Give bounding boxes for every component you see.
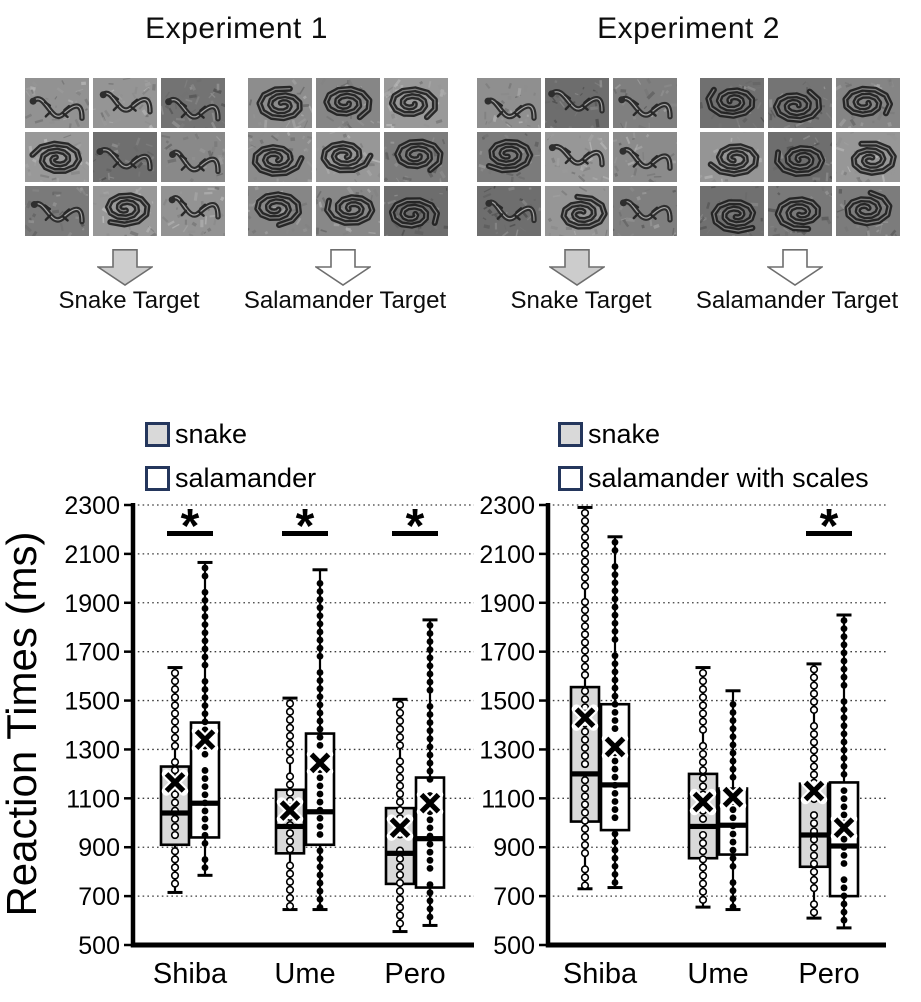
- stimulus-photo: [477, 132, 541, 182]
- stimulus-photo: [700, 186, 764, 236]
- legend-experiment-2: snake salamander with scales: [558, 419, 869, 509]
- salamander-target-arrow-icon: [313, 249, 373, 286]
- stimulus-photo: [613, 78, 677, 128]
- stimulus-grid-salamander-target: [700, 78, 900, 236]
- stimulus-photo: [613, 132, 677, 182]
- svg-text:Ume: Ume: [687, 958, 748, 990]
- stimulus-photo: [316, 186, 380, 236]
- svg-text:500: 500: [78, 932, 120, 960]
- stimulus-photo: [93, 186, 157, 236]
- stimulus-photo: [316, 132, 380, 182]
- salamander-swatch-icon: [145, 466, 170, 491]
- stimulus-photo: [248, 132, 312, 182]
- svg-text:1900: 1900: [479, 590, 535, 618]
- experiment-1-title: Experiment 1: [145, 12, 328, 45]
- stimulus-grid-snake-target: [477, 78, 677, 236]
- svg-text:*: *: [181, 500, 200, 553]
- salamander-target-arrow-icon: [765, 249, 825, 286]
- stimulus-photo: [93, 78, 157, 128]
- svg-text:1500: 1500: [479, 688, 535, 716]
- svg-text:Shiba: Shiba: [563, 958, 638, 990]
- svg-text:1700: 1700: [479, 639, 535, 667]
- legend-label: salamander with scales: [588, 463, 869, 493]
- stimulus-photo: [477, 78, 541, 128]
- stimulus-photo: [384, 132, 448, 182]
- stimulus-photo: [545, 78, 609, 128]
- stimulus-photo: [836, 186, 900, 236]
- stimulus-grid-snake-target: [25, 78, 225, 236]
- svg-text:1700: 1700: [64, 639, 120, 667]
- stimulus-photo: [768, 132, 832, 182]
- stimulus-photo: [700, 78, 764, 128]
- stimulus-photo: [477, 186, 541, 236]
- svg-text:Shiba: Shiba: [153, 958, 228, 990]
- legend-experiment-1: snake salamander: [145, 419, 317, 509]
- legend-item-salamander: salamander: [145, 463, 317, 493]
- stimulus-photo: [613, 186, 677, 236]
- stimulus-photo: [700, 132, 764, 182]
- stimulus-grid-salamander-target: [248, 78, 448, 236]
- legend-item-snake: snake: [145, 419, 316, 449]
- stimulus-photo: [768, 78, 832, 128]
- legend-item-snake: snake: [558, 419, 869, 449]
- stimulus-photo: [316, 78, 380, 128]
- stimulus-photo: [836, 78, 900, 128]
- svg-text:*: *: [820, 500, 839, 553]
- stimulus-photo: [384, 78, 448, 128]
- svg-text:2100: 2100: [64, 541, 120, 569]
- stimulus-photo: [93, 132, 157, 182]
- legend-label: snake: [175, 419, 248, 449]
- svg-text:1500: 1500: [64, 688, 120, 716]
- svg-text:900: 900: [493, 834, 535, 862]
- stimulus-photo: [248, 78, 312, 128]
- legend-label: snake: [588, 419, 661, 449]
- stimulus-photo: [836, 132, 900, 182]
- salamander-target-label: Salamander Target: [695, 287, 899, 314]
- stimulus-photo: [248, 186, 312, 236]
- stimulus-photo: [384, 186, 448, 236]
- stimulus-photo: [161, 132, 225, 182]
- salamander-target-label: Salamander Target: [243, 287, 447, 314]
- stimulus-photo: [545, 132, 609, 182]
- snake-target-arrow-icon: [547, 249, 607, 286]
- snake-swatch-icon: [145, 422, 170, 447]
- svg-text:2300: 2300: [64, 492, 120, 520]
- stimulus-photo: [545, 186, 609, 236]
- stimulus-photo: [161, 186, 225, 236]
- svg-text:1900: 1900: [64, 590, 120, 618]
- svg-text:900: 900: [78, 834, 120, 862]
- svg-text:700: 700: [493, 883, 535, 911]
- experiment-panel-2: Experiment 2 Snake Target Salamander Tar…: [477, 0, 900, 330]
- stimulus-photo: [768, 186, 832, 236]
- snake-target-label: Snake Target: [58, 287, 200, 314]
- experiment-panel-1: Experiment 1 Snake Target Salamander Tar…: [25, 0, 448, 330]
- svg-text:700: 700: [78, 883, 120, 911]
- svg-text:2300: 2300: [479, 492, 535, 520]
- svg-text:1100: 1100: [481, 785, 535, 813]
- stimulus-photo: [25, 78, 89, 128]
- svg-text:1300: 1300: [64, 736, 120, 764]
- legend-item-salamander-with-scales: salamander with scales: [558, 463, 869, 493]
- stimulus-photo: [25, 186, 89, 236]
- legend-label: salamander: [175, 463, 317, 493]
- svg-text:500: 500: [493, 932, 535, 960]
- snake-swatch-icon: [558, 422, 583, 447]
- svg-text:2100: 2100: [479, 541, 535, 569]
- svg-text:*: *: [406, 500, 425, 553]
- stimulus-photo: [25, 132, 89, 182]
- experiment-2-title: Experiment 2: [597, 12, 780, 45]
- snake-target-label: Snake Target: [510, 287, 652, 314]
- snake-target-arrow-icon: [95, 249, 155, 286]
- svg-text:Ume: Ume: [274, 958, 335, 990]
- svg-text:*: *: [296, 500, 315, 553]
- svg-text:1300: 1300: [479, 736, 535, 764]
- salamander-swatch-icon: [558, 466, 583, 491]
- svg-text:Pero: Pero: [384, 958, 445, 990]
- svg-text:1100: 1100: [66, 785, 120, 813]
- svg-text:Pero: Pero: [798, 958, 859, 990]
- stimulus-photo: [161, 78, 225, 128]
